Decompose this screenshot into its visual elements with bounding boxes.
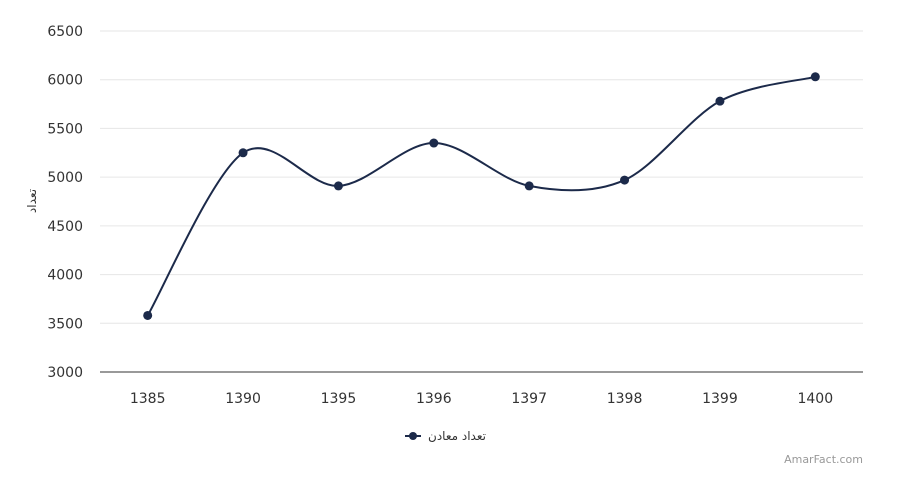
x-tick-label: 1396 <box>416 391 452 407</box>
gridlines <box>100 30 863 324</box>
x-tick-label: 1400 <box>797 391 833 407</box>
y-tick-label: 5000 <box>47 170 83 186</box>
series-group <box>143 72 820 320</box>
data-point[interactable] <box>620 175 630 185</box>
data-point[interactable] <box>810 72 820 82</box>
legend-label: تعداد معادن <box>428 429 486 443</box>
x-tick-labels: 1385 1390 1395 1396 1397 1398 1399 1400 <box>130 391 833 407</box>
data-point[interactable] <box>524 181 534 191</box>
legend[interactable]: تعداد معادن <box>405 429 486 443</box>
x-tick-label: 1395 <box>321 391 357 407</box>
series-line <box>146 75 816 316</box>
y-tick-label: 4500 <box>47 219 83 235</box>
y-tick-label: 5500 <box>47 121 83 137</box>
y-tick-label: 3000 <box>47 365 83 381</box>
data-point[interactable] <box>238 148 248 158</box>
x-tick-label: 1398 <box>607 391 643 407</box>
y-tick-label: 6000 <box>47 73 83 89</box>
y-tick-label: 3500 <box>47 316 83 332</box>
x-tick-label: 1390 <box>225 391 261 407</box>
legend-marker-icon <box>409 432 417 440</box>
y-tick-label: 4000 <box>47 268 83 284</box>
x-tick-label: 1397 <box>511 391 547 407</box>
x-tick-label: 1399 <box>702 391 738 407</box>
data-point[interactable] <box>715 96 725 106</box>
data-point[interactable] <box>333 181 343 191</box>
y-tick-labels: 3000 3500 4000 4500 5000 5500 6000 6500 <box>47 24 83 381</box>
data-point[interactable] <box>429 138 439 148</box>
credit-text[interactable]: AmarFact.com <box>784 453 863 466</box>
y-tick-label: 6500 <box>47 24 83 40</box>
x-tick-label: 1385 <box>130 391 166 407</box>
y-axis-label: تعداد <box>25 189 39 213</box>
data-point[interactable] <box>143 310 153 320</box>
